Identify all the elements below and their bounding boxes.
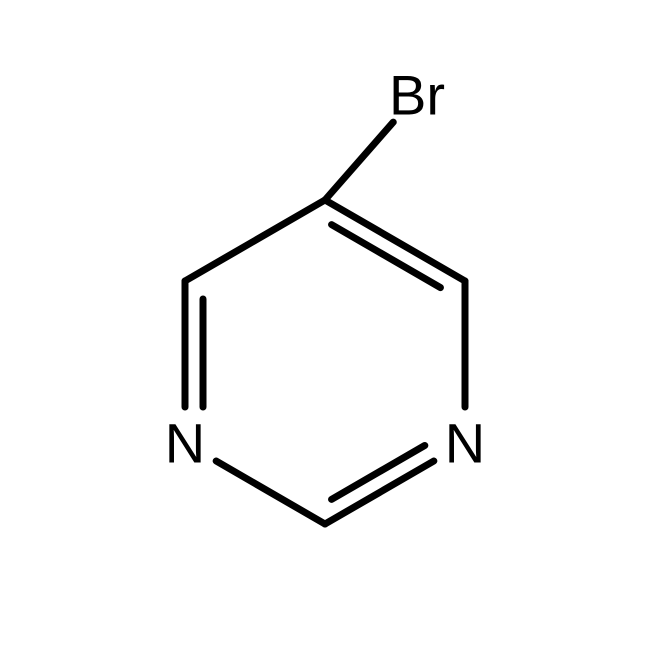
bond [185, 200, 325, 281]
bond [325, 122, 393, 200]
bond [216, 461, 325, 524]
atom-n: N [165, 412, 205, 475]
atom-br: Br [389, 64, 445, 127]
molecule-diagram: N N Br [0, 0, 650, 650]
atom-n: N [445, 412, 485, 475]
bond [325, 200, 465, 281]
